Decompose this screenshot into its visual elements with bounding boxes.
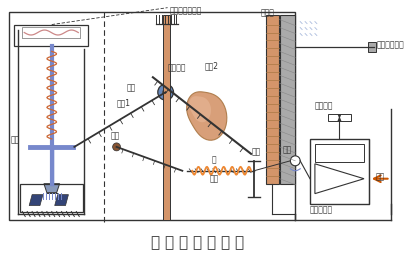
Polygon shape (55, 195, 69, 206)
Bar (315, 144, 364, 162)
Text: 气源: 气源 (376, 171, 385, 181)
Bar (14, 25, 88, 47)
Text: 偏心凸轮: 偏心凸轮 (168, 63, 186, 72)
Text: 轴: 轴 (212, 155, 217, 164)
Polygon shape (337, 117, 342, 122)
Text: 气 动 阀 门 定 位 器: 气 动 阀 门 定 位 器 (150, 234, 244, 249)
Circle shape (163, 90, 169, 96)
Text: 波纹管: 波纹管 (261, 9, 275, 18)
Circle shape (158, 85, 173, 101)
Bar (22, 27, 80, 39)
Bar (279, 15, 295, 184)
Text: 喷嘴: 喷嘴 (282, 144, 292, 153)
Text: 弹簧: 弹簧 (210, 174, 219, 183)
Text: 压力信号输入: 压力信号输入 (377, 40, 404, 49)
Circle shape (290, 156, 300, 166)
Polygon shape (187, 92, 227, 141)
Bar (310, 139, 369, 204)
Polygon shape (29, 195, 43, 206)
Bar (266, 15, 279, 184)
Circle shape (113, 143, 120, 151)
Bar (9, 13, 295, 221)
Text: 摆杆: 摆杆 (111, 131, 120, 139)
Text: 杠杆1: 杠杆1 (117, 98, 131, 107)
Polygon shape (315, 164, 364, 194)
Text: 挡板: 挡板 (252, 147, 261, 156)
Text: 杠杆2: 杠杆2 (205, 61, 219, 70)
Bar (368, 43, 376, 53)
Text: 气动放大器: 气动放大器 (310, 205, 333, 214)
Bar (163, 15, 170, 221)
Bar (328, 115, 351, 122)
Polygon shape (189, 97, 211, 123)
Bar (20, 184, 83, 212)
Polygon shape (44, 184, 60, 193)
Text: 平板: 平板 (11, 134, 20, 143)
Polygon shape (337, 115, 342, 120)
Text: 滚轮: 滚轮 (126, 83, 136, 92)
Text: 恒节流孔: 恒节流孔 (315, 101, 333, 110)
Text: 气动薄膜调节阀: 气动薄膜调节阀 (170, 7, 202, 15)
